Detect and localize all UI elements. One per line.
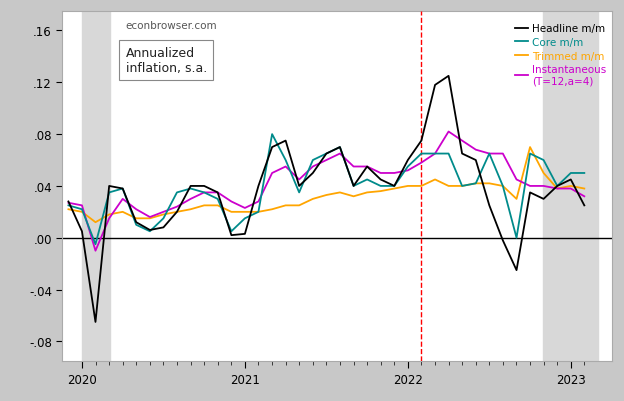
Text: Annualized
inflation, s.a.: Annualized inflation, s.a. — [125, 47, 207, 75]
Text: econbrowser.com: econbrowser.com — [125, 21, 217, 31]
Bar — [82, 12, 110, 361]
Legend: Headline m/m, Core m/m, Trimmed m/m, Instantaneous
(T=12,a=4): Headline m/m, Core m/m, Trimmed m/m, Ins… — [515, 24, 607, 87]
Bar — [543, 12, 598, 361]
